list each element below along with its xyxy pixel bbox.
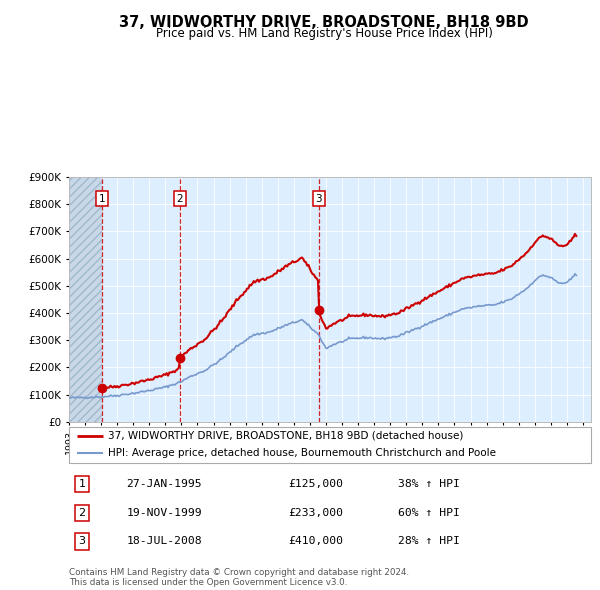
Text: 3: 3 xyxy=(79,536,86,546)
FancyBboxPatch shape xyxy=(69,427,591,463)
Text: 38% ↑ HPI: 38% ↑ HPI xyxy=(398,479,460,489)
Text: Price paid vs. HM Land Registry's House Price Index (HPI): Price paid vs. HM Land Registry's House … xyxy=(155,27,493,40)
Text: HPI: Average price, detached house, Bournemouth Christchurch and Poole: HPI: Average price, detached house, Bour… xyxy=(108,448,496,458)
Text: £125,000: £125,000 xyxy=(288,479,343,489)
Text: 19-NOV-1999: 19-NOV-1999 xyxy=(127,508,202,517)
Text: 1: 1 xyxy=(79,479,86,489)
Text: 37, WIDWORTHY DRIVE, BROADSTONE, BH18 9BD: 37, WIDWORTHY DRIVE, BROADSTONE, BH18 9B… xyxy=(119,15,529,30)
Text: 60% ↑ HPI: 60% ↑ HPI xyxy=(398,508,460,517)
Text: 2: 2 xyxy=(79,508,86,517)
Text: 3: 3 xyxy=(315,194,322,204)
Text: 1: 1 xyxy=(99,194,106,204)
Text: £410,000: £410,000 xyxy=(288,536,343,546)
Text: 28% ↑ HPI: 28% ↑ HPI xyxy=(398,536,460,546)
Text: £233,000: £233,000 xyxy=(288,508,343,517)
Text: 37, WIDWORTHY DRIVE, BROADSTONE, BH18 9BD (detached house): 37, WIDWORTHY DRIVE, BROADSTONE, BH18 9B… xyxy=(108,431,464,441)
Text: This data is licensed under the Open Government Licence v3.0.: This data is licensed under the Open Gov… xyxy=(69,578,347,587)
Bar xyxy=(69,177,102,422)
Text: 27-JAN-1995: 27-JAN-1995 xyxy=(127,479,202,489)
Text: 18-JUL-2008: 18-JUL-2008 xyxy=(127,536,202,546)
Text: Contains HM Land Registry data © Crown copyright and database right 2024.: Contains HM Land Registry data © Crown c… xyxy=(69,568,409,576)
Text: 2: 2 xyxy=(176,194,183,204)
